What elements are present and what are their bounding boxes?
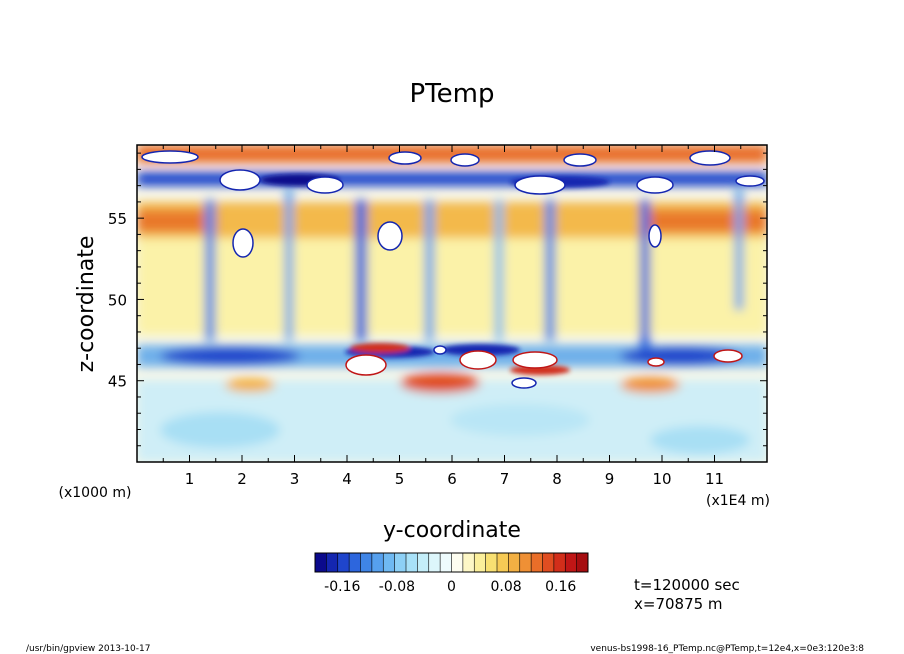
y-tick-label: 50 — [108, 291, 127, 309]
colorbar-swatch — [576, 553, 589, 572]
colorbar-swatch — [337, 553, 350, 572]
x-tick-label: 10 — [652, 470, 671, 488]
time-info: t=120000 sec — [634, 576, 740, 594]
colorbar-swatch — [417, 553, 430, 572]
colorbar-swatch — [565, 553, 577, 572]
y-axis: 45 50 55 — [108, 152, 767, 447]
heatmap-field — [137, 145, 767, 462]
x-axis: 1 2 3 4 5 6 7 8 9 10 11 — [136, 145, 768, 488]
colorbar-swatch — [360, 553, 373, 572]
y-tick-label: 45 — [108, 373, 127, 391]
colorbar-swatch — [553, 553, 566, 572]
position-info: x=70875 m — [634, 595, 723, 613]
x-tick-label: 1 — [185, 470, 195, 488]
y-axis-unit: (x1000 m) — [59, 485, 132, 501]
colorbar-tick-label: 0.16 — [545, 579, 576, 595]
x-tick-label: 11 — [705, 470, 724, 488]
colorbar-swatch — [326, 553, 339, 572]
colorbar-swatch — [542, 553, 555, 572]
chart-title: PTemp — [410, 79, 495, 109]
colorbar: -0.16 -0.08 0 0.08 0.16 — [314, 552, 589, 595]
x-tick-label: 9 — [605, 470, 615, 488]
colorbar-swatch — [519, 553, 532, 572]
x-tick-label: 3 — [290, 470, 300, 488]
colorbar-swatch — [394, 553, 407, 572]
colorbar-tick-label: 0 — [447, 579, 456, 595]
colorbar-swatch — [349, 553, 361, 572]
colorbar-swatch — [406, 553, 418, 572]
colorbar-tick-label: -0.16 — [324, 579, 360, 595]
colorbar-tick-label: -0.08 — [379, 579, 415, 595]
colorbar-swatch — [485, 553, 498, 572]
y-axis-label: z-coordinate — [74, 236, 99, 373]
colorbar-swatch — [474, 553, 486, 572]
colorbar-swatch — [371, 553, 384, 572]
x-tick-label: 4 — [342, 470, 352, 488]
colorbar-swatch — [428, 553, 441, 572]
x-tick-label: 7 — [500, 470, 510, 488]
y-tick-label: 55 — [108, 210, 127, 228]
colorbar-swatch — [451, 553, 464, 572]
colorbar-frame — [314, 552, 589, 573]
colorbar-swatch — [531, 553, 543, 572]
x-axis-unit: (x1E4 m) — [706, 493, 770, 509]
footer-right: venus-bs1998-16_PTemp.nc@PTemp,t=12e4,x=… — [590, 644, 864, 654]
x-axis-label: y-coordinate — [383, 518, 521, 543]
colorbar-swatch — [508, 553, 521, 572]
colorbar-swatch — [440, 553, 452, 572]
colorbar-swatch — [383, 553, 395, 572]
colorbar-swatch — [497, 553, 509, 572]
x-tick-label: 8 — [552, 470, 562, 488]
footer-left: /usr/bin/gpview 2013-10-17 — [26, 644, 150, 654]
colorbar-swatch — [315, 553, 327, 572]
colorbar-tick-label: 0.08 — [491, 579, 522, 595]
colorbar-swatch — [462, 553, 475, 572]
x-tick-label: 2 — [237, 470, 247, 488]
x-tick-label: 5 — [395, 470, 405, 488]
x-tick-label: 6 — [447, 470, 457, 488]
